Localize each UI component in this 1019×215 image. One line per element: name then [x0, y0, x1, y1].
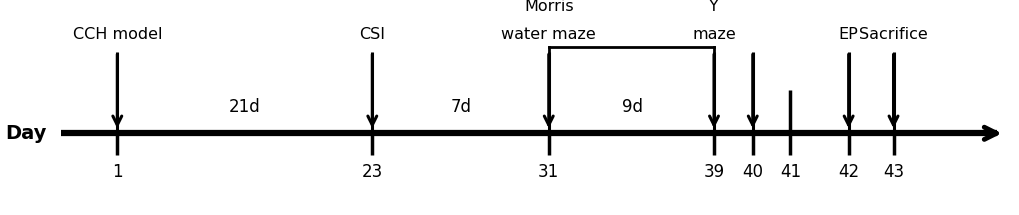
Text: 42: 42 — [838, 163, 858, 181]
Text: CSI: CSI — [359, 27, 385, 42]
Text: 31: 31 — [538, 163, 558, 181]
Text: 1: 1 — [112, 163, 122, 181]
Text: 41: 41 — [780, 163, 800, 181]
Text: Sacrifice: Sacrifice — [858, 27, 927, 42]
Text: water maze: water maze — [501, 27, 595, 42]
Text: maze: maze — [692, 27, 735, 42]
Text: 21d: 21d — [228, 98, 261, 117]
Text: Morris: Morris — [524, 0, 573, 14]
Text: 9d: 9d — [622, 98, 642, 117]
Text: Y: Y — [708, 0, 718, 14]
Text: 23: 23 — [362, 163, 382, 181]
Text: CCH model: CCH model — [72, 27, 162, 42]
Text: Day: Day — [5, 124, 46, 143]
Text: 40: 40 — [742, 163, 762, 181]
Text: 43: 43 — [882, 163, 903, 181]
Text: EP: EP — [838, 27, 858, 42]
Text: 39: 39 — [703, 163, 723, 181]
Text: 7d: 7d — [450, 98, 471, 117]
